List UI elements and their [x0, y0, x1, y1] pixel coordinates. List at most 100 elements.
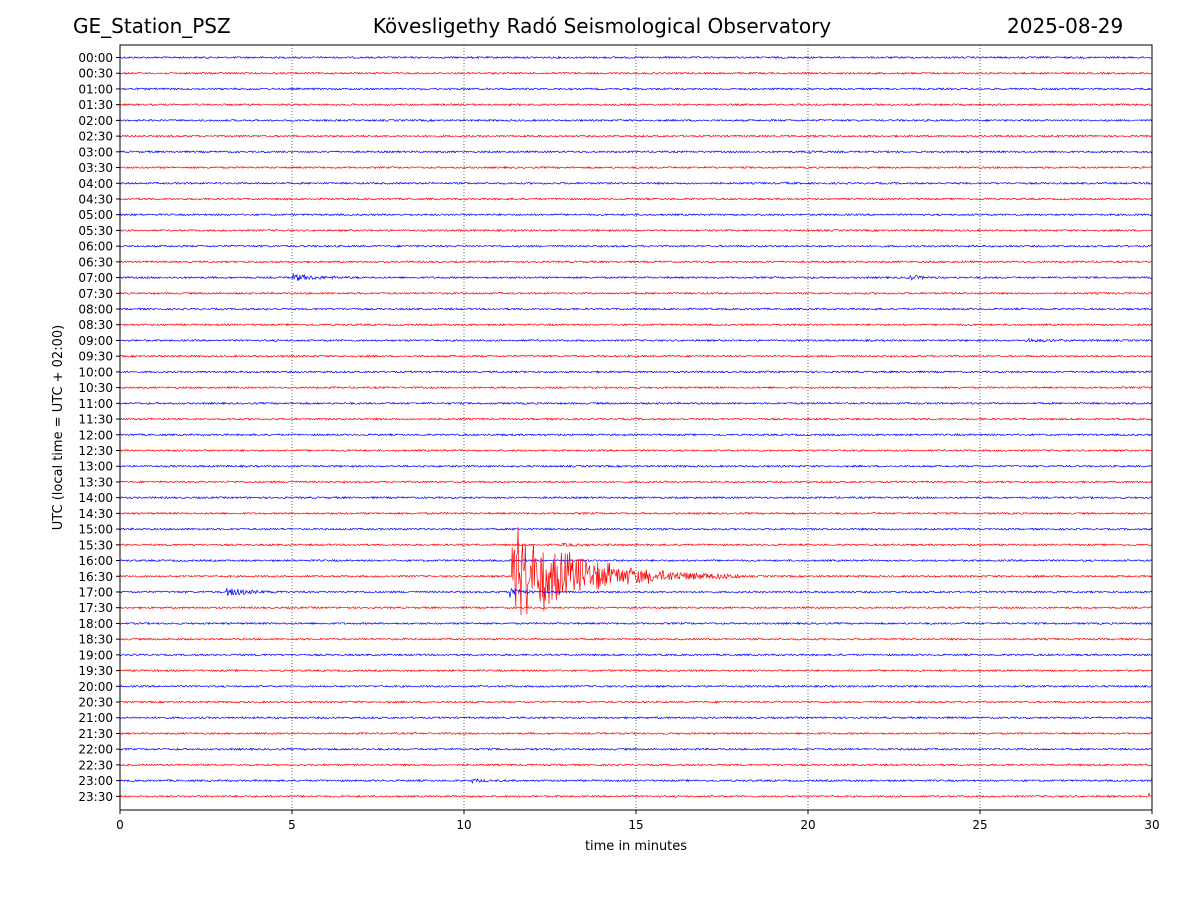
y-tick-label: 13:30	[78, 475, 113, 489]
trace-0000	[119, 55, 1153, 60]
y-tick-label: 12:00	[78, 428, 113, 442]
y-tick-label: 23:30	[78, 790, 113, 804]
trace-2200	[119, 747, 1153, 752]
y-tick-label: 08:00	[78, 303, 113, 317]
trace-0430	[119, 197, 1153, 201]
trace-1330	[119, 480, 1153, 484]
trace-0900	[119, 337, 1153, 343]
y-tick-label: 06:00	[78, 240, 113, 254]
trace-0530	[119, 228, 1153, 233]
x-tick-label: 30	[1144, 818, 1159, 832]
trace-0600	[119, 244, 1153, 248]
y-tick-label: 11:30	[78, 413, 113, 427]
y-tick-label: 01:00	[78, 82, 113, 96]
trace-1830	[119, 637, 1153, 641]
x-tick-label: 0	[116, 818, 124, 832]
trace-1700	[119, 587, 1153, 598]
y-tick-label: 02:00	[78, 114, 113, 128]
trace-1130	[119, 417, 1153, 421]
chart-date: 2025-08-29	[1007, 14, 1124, 38]
y-tick-label: 08:30	[78, 318, 113, 332]
y-axis-label: UTC (local time = UTC + 02:00)	[51, 325, 66, 530]
x-axis-label: time in minutes	[585, 839, 687, 854]
y-tick-label: 11:00	[78, 397, 113, 411]
trace-1300	[119, 464, 1153, 468]
trace-1930	[119, 668, 1153, 673]
trace-2330	[119, 791, 1153, 799]
y-tick-label: 17:30	[78, 601, 113, 615]
y-tick-label: 22:30	[78, 758, 113, 772]
y-tick-label: 14:30	[78, 507, 113, 521]
trace-1630	[119, 527, 1153, 616]
trace-1430	[119, 511, 1153, 516]
y-tick-label: 07:00	[78, 271, 113, 285]
y-tick-label: 12:30	[78, 444, 113, 458]
y-tick-label: 10:00	[78, 365, 113, 379]
trace-1530	[119, 542, 1153, 547]
trace-0700	[119, 273, 1153, 281]
trace-1030	[119, 385, 1153, 390]
trace-0500	[119, 213, 1153, 217]
trace-0730	[119, 291, 1153, 296]
trace-0400	[119, 181, 1153, 186]
y-tick-label: 19:00	[78, 648, 113, 662]
x-tick-label: 25	[972, 818, 987, 832]
y-tick-label: 21:00	[78, 711, 113, 725]
trace-1200	[119, 433, 1153, 437]
trace-2230	[119, 763, 1153, 767]
seismogram-traces	[119, 55, 1153, 799]
trace-0300	[119, 149, 1153, 155]
y-tick-label: 13:00	[78, 460, 113, 474]
y-tick-label: 21:30	[78, 727, 113, 741]
y-tick-label: 18:30	[78, 633, 113, 647]
y-tick-label: 03:00	[78, 145, 113, 159]
y-tick-label: 16:00	[78, 554, 113, 568]
trace-2130	[119, 731, 1153, 736]
y-tick-label: 18:00	[78, 617, 113, 631]
trace-0330	[119, 165, 1153, 170]
trace-1400	[119, 495, 1153, 500]
trace-1900	[119, 653, 1153, 657]
y-tick-label: 05:30	[78, 224, 113, 238]
y-tick-label: 07:30	[78, 287, 113, 301]
trace-1100	[119, 401, 1153, 406]
trace-1800	[119, 621, 1153, 626]
y-tick-label: 17:00	[78, 585, 113, 599]
x-tick-label: 20	[800, 818, 815, 832]
x-tick-label: 15	[628, 818, 643, 832]
trace-1230	[119, 448, 1152, 453]
y-tick-label: 04:00	[78, 177, 113, 191]
plot-frame	[119, 44, 1153, 811]
x-tick-label: 5	[288, 818, 296, 832]
y-tick-label: 02:30	[78, 130, 113, 144]
y-tick-label: 16:30	[78, 570, 113, 584]
y-tick-label: 15:30	[78, 538, 113, 552]
trace-0630	[119, 260, 1153, 264]
y-tick-label: 03:30	[78, 161, 113, 175]
chart-title: Kövesligethy Radó Seismological Observat…	[372, 14, 832, 38]
trace-0930	[119, 354, 1153, 358]
trace-0100	[119, 87, 1153, 91]
y-tick-label: 19:30	[78, 664, 113, 678]
y-tick-label: 14:00	[78, 491, 113, 505]
y-tick-label: 20:00	[78, 680, 113, 694]
trace-1000	[119, 370, 1153, 374]
trace-0830	[119, 323, 1153, 327]
trace-2030	[119, 700, 1153, 704]
trace-2000	[119, 684, 1153, 688]
trace-2300	[119, 778, 1153, 784]
grid-lines	[291, 45, 981, 810]
trace-0200	[119, 118, 1153, 123]
x-tick-label: 10	[456, 818, 471, 832]
y-tick-label: 09:00	[78, 334, 113, 348]
y-tick-label: 00:30	[78, 67, 113, 81]
y-tick-label: 20:30	[78, 696, 113, 710]
station-name: GE_Station_PSZ	[73, 14, 231, 38]
y-tick-label: 09:30	[78, 350, 113, 364]
trace-0230	[119, 134, 1153, 138]
y-tick-label: 00:00	[78, 51, 113, 65]
y-tick-label: 15:00	[78, 523, 113, 537]
trace-1730	[119, 605, 1153, 610]
